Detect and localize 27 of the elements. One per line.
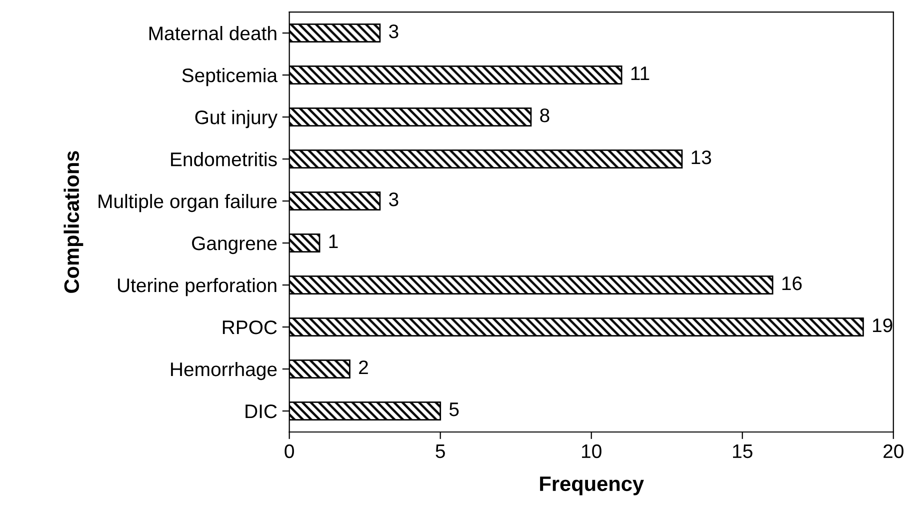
data-label: 16 — [782, 276, 802, 290]
x-tick-label: 10 — [582, 444, 602, 458]
x-tick-label: 5 — [436, 444, 445, 458]
y-tick-label: Septicemia — [182, 68, 278, 86]
y-tick-label: RPOC — [222, 320, 277, 334]
data-label: 11 — [631, 66, 650, 80]
data-label: 19 — [873, 318, 892, 332]
data-label: 13 — [692, 150, 712, 164]
x-tick-label: 15 — [733, 444, 752, 458]
x-tick-label: 20 — [884, 444, 904, 458]
y-axis-title: Complications — [64, 151, 84, 293]
y-tick-label: Uterine perforation — [118, 278, 276, 296]
x-axis-title: Frequency — [540, 476, 644, 496]
y-tick-label: Gut injury — [195, 110, 278, 128]
data-label: 8 — [540, 108, 550, 122]
data-label: 3 — [389, 24, 398, 38]
y-tick-label: Hemorrhage — [171, 362, 277, 380]
y-tick-label: Multiple organ failure — [98, 194, 277, 212]
x-tick-label: 0 — [284, 444, 294, 458]
data-label: 3 — [389, 192, 398, 206]
y-tick-label: Endometritis — [171, 152, 277, 166]
y-tick-label: Gangrene — [192, 236, 277, 254]
data-label: 1 — [329, 234, 338, 248]
y-tick-label: DIC — [246, 404, 277, 418]
data-label: 5 — [449, 402, 459, 416]
y-tick-label: Maternal death — [149, 26, 276, 40]
data-label: 2 — [359, 360, 368, 374]
